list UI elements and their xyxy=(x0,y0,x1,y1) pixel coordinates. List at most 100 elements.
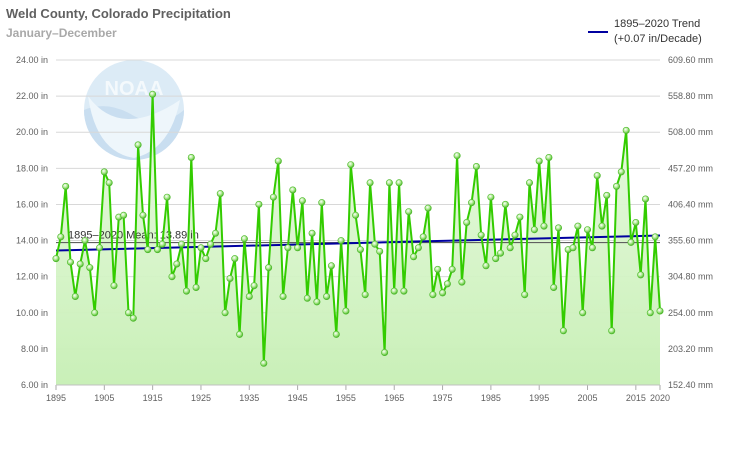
data-point-1998 xyxy=(550,283,558,291)
y-tick-label: 20.00 in xyxy=(16,127,48,137)
data-point-1916 xyxy=(154,246,162,254)
data-point-2016 xyxy=(637,271,645,279)
y-tick-label: 12.00 in xyxy=(16,272,48,282)
y-tick-label: 16.00 in xyxy=(16,199,48,209)
data-point-1975 xyxy=(439,289,447,297)
y-tick-label: 24.00 in xyxy=(16,55,48,65)
data-point-1969 xyxy=(410,253,418,261)
data-point-2019 xyxy=(651,233,659,241)
data-point-1978 xyxy=(453,152,461,160)
y-tick-label: 18.00 in xyxy=(16,163,48,173)
data-point-1956 xyxy=(347,161,355,169)
data-point-1984 xyxy=(482,262,490,270)
data-point-1941 xyxy=(274,157,282,165)
data-point-1909 xyxy=(120,211,128,219)
data-point-1954 xyxy=(337,237,345,245)
data-point-1896 xyxy=(57,233,65,241)
data-point-2002 xyxy=(569,244,577,252)
data-point-1983 xyxy=(477,231,485,239)
x-tick-label: 1915 xyxy=(143,393,163,403)
data-point-1958 xyxy=(356,246,364,254)
noaa-logo: NOAA xyxy=(84,60,184,160)
data-point-1950 xyxy=(318,199,326,207)
data-point-1905 xyxy=(100,168,108,176)
y-tick-label: 8.00 in xyxy=(21,344,48,354)
legend-trend-swatch xyxy=(588,31,608,33)
data-point-2005 xyxy=(583,226,591,234)
y-tick-label: 6.00 in xyxy=(21,380,48,390)
data-point-1924 xyxy=(192,283,200,291)
data-point-2004 xyxy=(579,309,587,317)
y2-tick-label: 508.00 mm xyxy=(668,127,713,137)
data-point-1902 xyxy=(86,264,94,272)
data-point-2013 xyxy=(622,126,630,134)
data-point-1948 xyxy=(308,229,316,237)
data-point-1981 xyxy=(468,199,476,207)
x-tick-label: 1895 xyxy=(46,393,66,403)
svg-text:NOAA: NOAA xyxy=(105,78,164,100)
data-point-2003 xyxy=(574,222,582,230)
data-point-1946 xyxy=(298,197,306,205)
data-point-1911 xyxy=(129,314,137,322)
data-point-1940 xyxy=(269,193,277,201)
precip-line xyxy=(55,93,661,365)
data-point-1928 xyxy=(212,229,220,237)
legend-trend-rate: (+0.07 in/Decade) xyxy=(614,33,702,45)
data-point-1974 xyxy=(434,265,442,273)
data-point-1955 xyxy=(342,307,350,315)
data-point-1947 xyxy=(303,294,311,302)
precip-line-path xyxy=(55,93,661,365)
legend-trend-title: 1895–2020 Trend xyxy=(614,18,701,30)
data-point-1907 xyxy=(110,282,118,290)
data-point-1910 xyxy=(125,309,133,317)
data-point-1951 xyxy=(323,292,331,300)
data-point-1919 xyxy=(168,273,176,281)
x-tick-label: 2020 xyxy=(650,393,670,403)
data-point-1976 xyxy=(443,280,451,288)
data-point-1957 xyxy=(352,211,360,219)
chart-subtitle: January–December xyxy=(6,26,117,40)
data-point-1964 xyxy=(385,179,393,187)
data-point-1915 xyxy=(149,90,157,98)
precip-points xyxy=(52,90,664,367)
y2-tick-label: 406.40 mm xyxy=(668,199,713,209)
data-point-1977 xyxy=(448,265,456,273)
x-tick-label: 1925 xyxy=(191,393,211,403)
data-point-1959 xyxy=(361,291,369,299)
data-point-2011 xyxy=(612,182,620,190)
x-tick-label: 1985 xyxy=(481,393,501,403)
data-point-1993 xyxy=(525,179,533,187)
data-point-1980 xyxy=(463,219,471,227)
data-point-1920 xyxy=(173,260,181,268)
data-point-1925 xyxy=(197,244,205,252)
data-point-2018 xyxy=(646,309,654,317)
x-tick-label: 2005 xyxy=(578,393,598,403)
x-tick-label: 1955 xyxy=(336,393,356,403)
data-point-1997 xyxy=(545,154,553,162)
data-point-1996 xyxy=(540,222,548,230)
data-point-1912 xyxy=(134,141,142,149)
data-point-1931 xyxy=(226,274,234,282)
y2-tick-label: 304.80 mm xyxy=(668,272,713,282)
data-point-1999 xyxy=(554,224,562,232)
data-point-2006 xyxy=(588,244,596,252)
data-point-1900 xyxy=(76,260,84,268)
data-point-1952 xyxy=(327,262,335,270)
data-point-1914 xyxy=(144,246,152,254)
data-point-1962 xyxy=(376,247,384,255)
data-point-1953 xyxy=(332,330,340,338)
x-tick-label: 1905 xyxy=(94,393,114,403)
y2-tick-label: 355.60 mm xyxy=(668,236,713,246)
data-point-1992 xyxy=(521,291,529,299)
data-point-2010 xyxy=(608,327,616,335)
data-point-1973 xyxy=(429,291,437,299)
data-point-2007 xyxy=(593,172,601,180)
data-point-1918 xyxy=(163,193,171,201)
data-point-1972 xyxy=(424,204,432,212)
y2-tick-label: 254.00 mm xyxy=(668,308,713,318)
data-point-1899 xyxy=(71,292,79,300)
data-point-1967 xyxy=(400,287,408,295)
y-tick-label: 14.00 in xyxy=(16,236,48,246)
data-point-1934 xyxy=(240,235,248,243)
data-point-1904 xyxy=(96,244,104,252)
